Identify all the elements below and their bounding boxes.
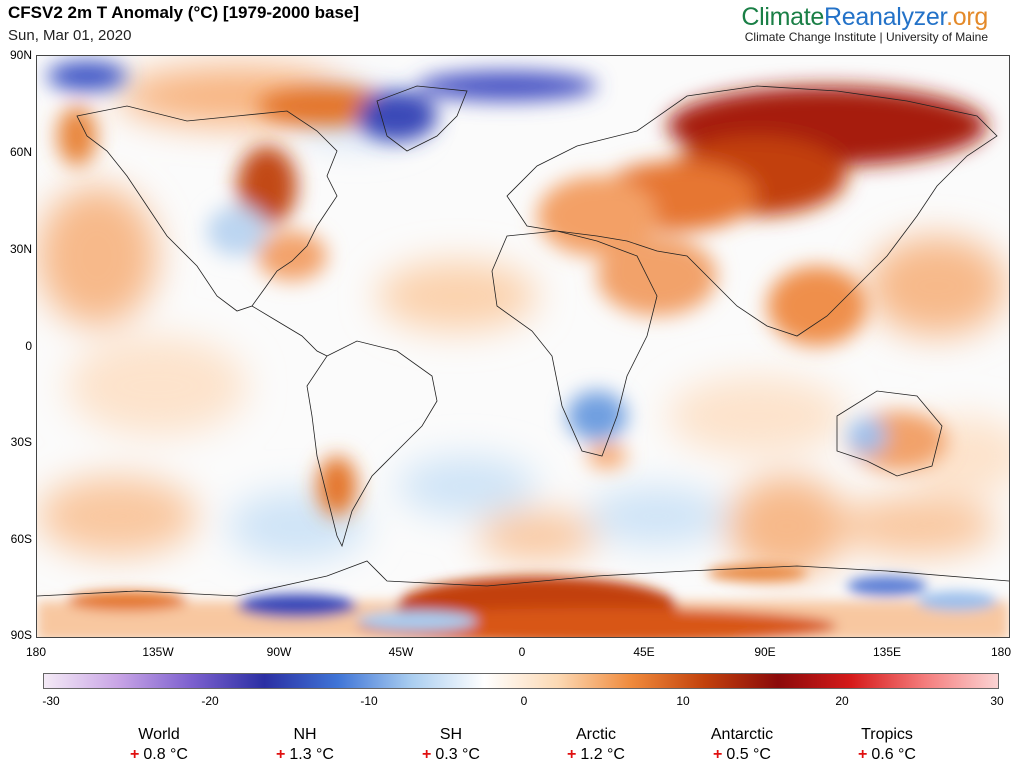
map-date: Sun, Mar 01, 2020: [8, 27, 132, 44]
brand-part-reanalyzer: Reanalyzer: [824, 3, 947, 31]
stat-nh: NH +1.3 °C: [245, 726, 365, 764]
lat-label-0: 0: [25, 339, 32, 353]
stat-world: World +0.8 °C: [99, 726, 219, 764]
lon-label-90e: 90E: [754, 645, 776, 659]
anomaly-colorbar: [43, 673, 999, 689]
stat-tropics: Tropics +0.6 °C: [827, 726, 947, 764]
anomaly-map-svg: [37, 61, 1009, 637]
stat-sh: SH +0.3 °C: [391, 726, 511, 764]
lon-label-0: 0: [518, 645, 526, 659]
stat-arctic: Arctic +1.2 °C: [536, 726, 656, 764]
stat-name: World: [138, 726, 180, 743]
colorbar-tick-10: 10: [676, 694, 690, 708]
lon-label-180e: 180: [990, 645, 1012, 659]
lat-label-90s: 90S: [10, 628, 32, 642]
lat-label-90n: 90N: [9, 48, 32, 62]
ocean-anomaly-layer: [37, 66, 1009, 576]
anomaly-map[interactable]: [36, 55, 1010, 638]
colorbar-tick--10: -10: [360, 694, 378, 708]
stat-value: +0.6 °C: [858, 746, 916, 763]
coastlines: [37, 85, 1009, 597]
antarctic-anomaly-layer: [37, 565, 1009, 637]
lat-label-30n: 30N: [9, 242, 32, 256]
stat-name: Antarctic: [710, 726, 774, 743]
lon-label-45e: 45E: [633, 645, 655, 659]
lon-label-135w: 135W: [142, 645, 174, 659]
brand-subtitle: Climate Change Institute | University of…: [744, 30, 988, 44]
lon-label-180w: 180: [25, 645, 47, 659]
lat-label-60n: 60N: [9, 145, 32, 159]
stat-value: +0.5 °C: [713, 746, 771, 763]
greenland-coast: [376, 85, 468, 152]
antarctica-coast: [37, 560, 1009, 597]
stat-name: SH: [439, 726, 463, 743]
stat-name: Arctic: [576, 726, 616, 743]
brand-logo[interactable]: ClimateReanalyzer.org: [741, 3, 988, 32]
lon-label-90w: 90W: [266, 645, 292, 659]
map-title: CFSV2 2m T Anomaly (°C) [1979-2000 base]: [8, 3, 360, 22]
colorbar-tick-20: 20: [835, 694, 849, 708]
lat-label-30s: 30S: [10, 435, 32, 449]
stat-name: Tropics: [861, 726, 913, 743]
stat-value: +0.3 °C: [422, 746, 480, 763]
stat-value: +1.2 °C: [567, 746, 625, 763]
south-america-coast: [306, 340, 438, 548]
colorbar-tick-0: 0: [520, 694, 528, 708]
north-america-coast: [76, 105, 338, 312]
colorbar-tick-30: 30: [990, 694, 1004, 708]
lat-label-60s: 60S: [10, 532, 32, 546]
colorbar-tick--20: -20: [201, 694, 219, 708]
eurasia-coast: [506, 85, 998, 337]
land-anomaly-layer: [47, 61, 987, 516]
central-america-coast: [251, 305, 328, 357]
brand-part-climate: Climate: [741, 3, 825, 31]
stat-name: NH: [293, 726, 317, 743]
australia-coast: [836, 390, 943, 477]
africa-coast: [491, 230, 658, 457]
stat-value: +0.8 °C: [130, 746, 188, 763]
lon-label-45w: 45W: [388, 645, 414, 659]
colorbar-tick--30: -30: [42, 694, 60, 708]
stat-antarctic: Antarctic +0.5 °C: [682, 726, 802, 764]
stat-value: +1.3 °C: [276, 746, 334, 763]
lon-label-135e: 135E: [872, 645, 902, 659]
brand-part-org: .org: [946, 3, 988, 31]
